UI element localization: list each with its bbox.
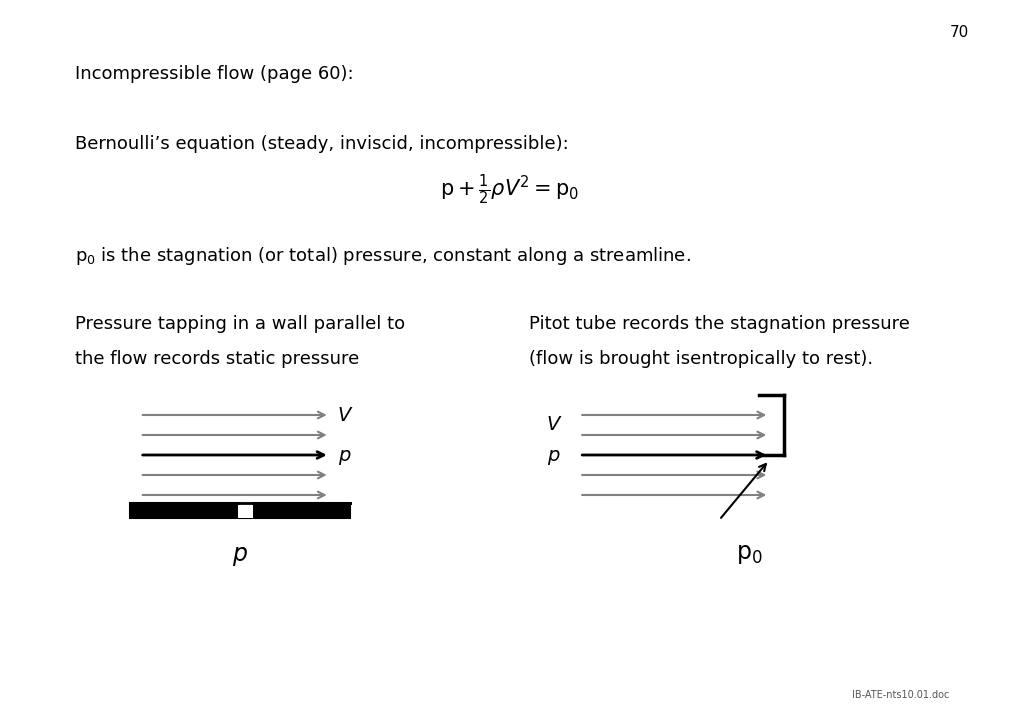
Text: V: V [545, 415, 558, 434]
Text: Pressure tapping in a wall parallel to: Pressure tapping in a wall parallel to [74, 315, 405, 333]
Text: (flow is brought isentropically to rest).: (flow is brought isentropically to rest)… [529, 350, 872, 368]
Text: V: V [337, 405, 351, 425]
Bar [237, 502, 253, 518]
Text: Incompressible flow (page 60):: Incompressible flow (page 60): [74, 65, 354, 83]
Text: p: p [546, 446, 558, 464]
Text: 70: 70 [949, 25, 968, 40]
Text: p: p [232, 542, 247, 566]
Text: $\mathrm{p}_0$: $\mathrm{p}_0$ [735, 542, 762, 566]
Bar [129, 503, 350, 518]
Text: Bernoulli’s equation (steady, inviscid, incompressible):: Bernoulli’s equation (steady, inviscid, … [74, 135, 569, 153]
Text: IB-ATE-nts10.01.doc: IB-ATE-nts10.01.doc [851, 690, 948, 700]
Text: Pitot tube records the stagnation pressure: Pitot tube records the stagnation pressu… [529, 315, 909, 333]
Text: p: p [337, 446, 350, 464]
Text: $\mathrm{p}_0$ is the stagnation (or total) pressure, constant along a streamlin: $\mathrm{p}_0$ is the stagnation (or tot… [74, 245, 690, 267]
Text: the flow records static pressure: the flow records static pressure [74, 350, 359, 368]
Text: $\mathrm{p} + \frac{1}{2}\rho V^2 = \mathrm{p}_0$: $\mathrm{p} + \frac{1}{2}\rho V^2 = \mat… [439, 173, 579, 207]
